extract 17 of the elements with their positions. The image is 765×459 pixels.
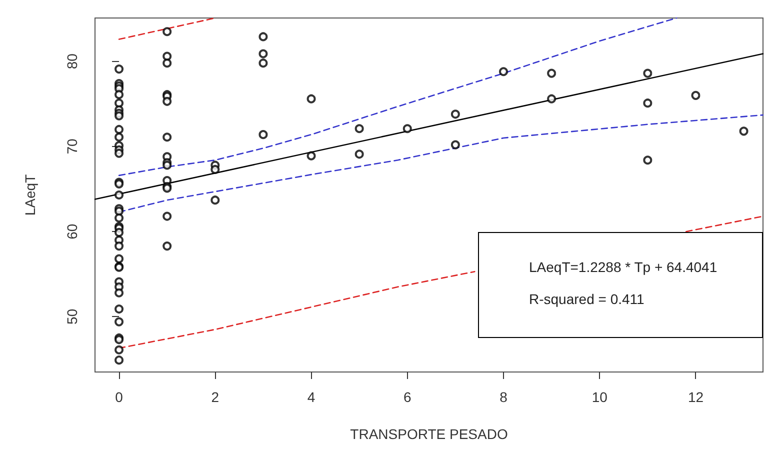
x-tick-label: 2 — [211, 389, 220, 405]
note-box: LAeqT=1.2288 * Tp + 64.4041 R-squared = 0.411 — [478, 232, 763, 338]
x-tick-label: 8 — [500, 389, 508, 405]
y-tick-label: 80 — [64, 53, 80, 70]
y-tick-label: 70 — [64, 138, 80, 154]
line-series — [118, 17, 678, 176]
x-tick-label: 0 — [115, 389, 124, 405]
x-tick-label: 4 — [307, 389, 316, 405]
x-tick-label: 12 — [688, 389, 704, 405]
x-tick-label: 10 — [592, 389, 608, 405]
annotation: LAeqT=1.2288 * Tp + 64.4041 — [529, 259, 718, 275]
x-axis-title: TRANSPORTE PESADO — [350, 426, 508, 442]
x-tick-label: 6 — [403, 389, 412, 405]
y-axis-title: LAeqT — [22, 174, 38, 216]
y-tick-label: 50 — [64, 308, 80, 324]
y-tick-label: 60 — [64, 224, 80, 240]
annotation: R-squared = 0.411 — [529, 291, 644, 307]
